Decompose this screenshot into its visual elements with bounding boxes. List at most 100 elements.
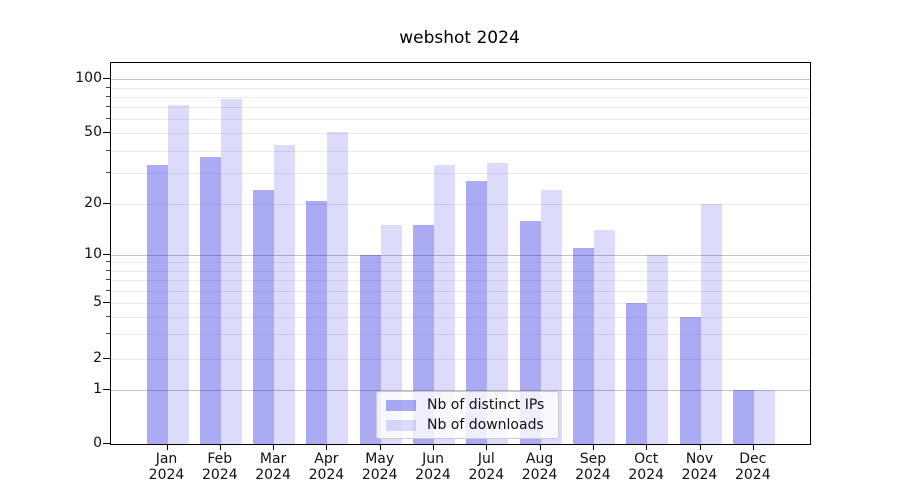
x-tick-label: Sep 2024 (575, 451, 611, 483)
bar-distinct-ips (199, 156, 221, 444)
bar-downloads (274, 144, 296, 444)
x-tick-label: Feb 2024 (201, 451, 238, 483)
bar-downloads (753, 390, 775, 444)
legend-swatch-distinct-ips-icon (386, 399, 416, 411)
y-tick (103, 253, 110, 255)
x-tick (433, 444, 434, 450)
gridline-minor (111, 334, 810, 336)
gridline-minor (111, 290, 810, 292)
bar-distinct-ips (626, 303, 648, 444)
y-tick-minor (106, 333, 110, 335)
y-tick-minor (106, 269, 110, 271)
legend-label-downloads: Nb of downloads (427, 417, 544, 433)
y-tick (103, 132, 110, 134)
x-tick-label: Nov 2024 (681, 451, 718, 483)
x-tick (699, 444, 701, 450)
y-tick-minor (106, 118, 110, 120)
bar-downloads (487, 163, 509, 444)
y-tick-label: 20 (84, 195, 102, 212)
gridline-minor (111, 107, 810, 109)
x-tick (486, 444, 488, 450)
bar-distinct-ips (572, 248, 594, 444)
x-tick-label: Oct 2024 (628, 451, 664, 483)
x-tick (646, 444, 648, 450)
bar-distinct-ips (413, 225, 434, 444)
legend-swatch-downloads-icon (386, 419, 416, 431)
x-tick-label: Jun 2024 (415, 451, 451, 483)
bar-distinct-ips (253, 190, 275, 444)
legend-label-distinct-ips: Nb of distinct IPs (427, 397, 545, 413)
gridline-minor (111, 358, 810, 360)
y-tick (103, 357, 110, 359)
bar-distinct-ips (146, 165, 168, 444)
gridline-minor (111, 172, 810, 174)
x-tick (166, 444, 168, 450)
gridline-minor (111, 303, 810, 305)
x-tick (326, 444, 328, 450)
legend: Nb of distinct IPs Nb of downloads (376, 391, 559, 439)
gridline-minor (111, 150, 810, 152)
x-tick (273, 444, 275, 450)
x-tick-label: Jul 2024 (468, 451, 505, 483)
x-tick (379, 444, 381, 450)
bar-downloads (647, 254, 669, 444)
gridline-minor (111, 87, 810, 89)
bar-downloads (167, 104, 189, 444)
x-tick-label: Dec 2024 (734, 451, 771, 483)
x-tick (592, 444, 594, 450)
bar-downloads (327, 131, 349, 444)
legend-item: Nb of downloads (377, 417, 558, 433)
gridline-major (111, 254, 810, 256)
y-tick-minor (106, 106, 110, 108)
y-tick (103, 389, 110, 390)
gridline-minor (111, 279, 810, 281)
y-tick (103, 78, 110, 80)
gridline-minor (111, 270, 810, 272)
x-tick-label: Mar 2024 (255, 451, 291, 483)
bar-distinct-ips (519, 220, 541, 444)
y-tick-minor (106, 171, 110, 173)
bar-downloads (700, 204, 722, 444)
x-tick (219, 444, 221, 450)
bar-distinct-ips (466, 181, 488, 444)
gridline-minor (111, 262, 810, 264)
bar-distinct-ips (679, 316, 701, 444)
y-tick-label: 50 (84, 124, 102, 141)
x-tick (752, 444, 754, 450)
bar-downloads (220, 98, 242, 444)
gridline-major (111, 79, 810, 81)
gridline-minor (111, 133, 810, 135)
x-tick (539, 444, 541, 450)
y-tick-minor (106, 289, 110, 291)
bar-distinct-ips (359, 254, 381, 444)
x-tick-label: Jan 2024 (148, 451, 185, 483)
legend-item: Nb of distinct IPs (377, 397, 558, 413)
y-tick (103, 443, 110, 444)
y-tick (103, 203, 110, 205)
bar-downloads (434, 165, 455, 444)
chart-title: webshot 2024 (399, 28, 520, 48)
x-tick-label: Aug 2024 (521, 451, 558, 483)
y-tick-minor (106, 149, 110, 151)
y-tick-minor (106, 278, 110, 280)
y-tick-minor (106, 95, 110, 97)
y-tick (103, 302, 110, 304)
bar-downloads (593, 230, 615, 444)
x-tick-label: Apr 2024 (308, 451, 345, 483)
x-tick-label: May 2024 (361, 451, 398, 483)
y-tick-label: 1 (93, 381, 102, 397)
y-tick-label: 0 (93, 435, 102, 451)
gridline-major (111, 390, 810, 391)
gridline-minor (111, 316, 810, 318)
y-tick-label: 100 (75, 70, 102, 87)
y-tick-label: 10 (84, 245, 102, 262)
bar-downloads (540, 190, 562, 444)
y-tick-minor (106, 315, 110, 317)
y-tick-minor (106, 86, 110, 88)
y-tick-label: 5 (93, 294, 102, 311)
y-tick-minor (106, 261, 110, 263)
gridline-minor (111, 96, 810, 98)
bar-distinct-ips (306, 200, 328, 444)
bar-distinct-ips (732, 390, 754, 444)
